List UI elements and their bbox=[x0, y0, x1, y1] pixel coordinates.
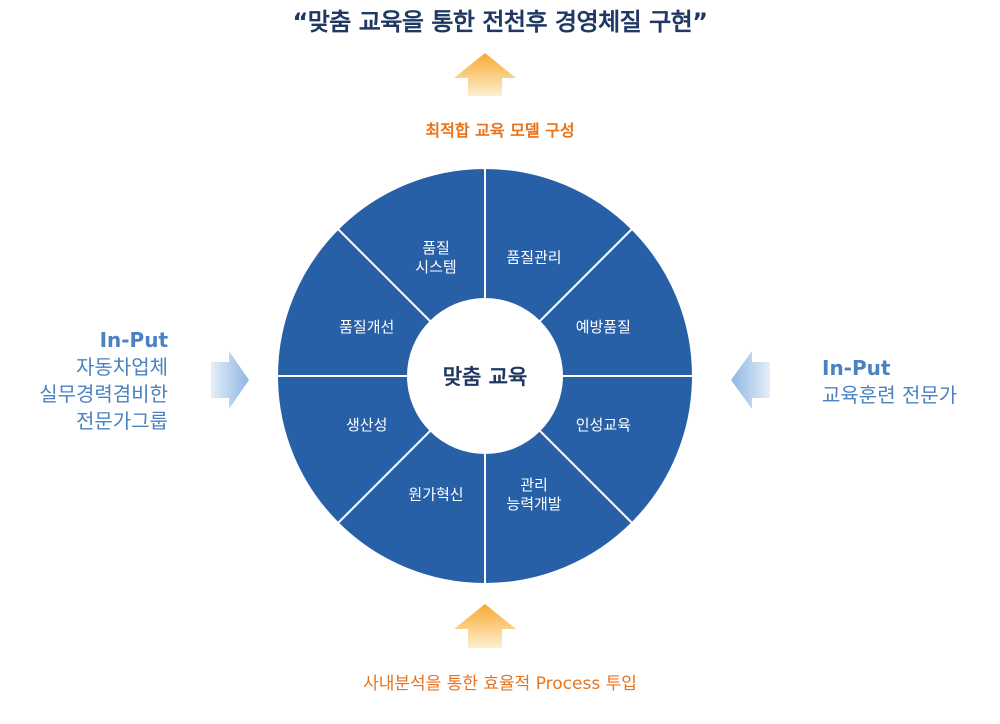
segment-label: 능력개발 bbox=[506, 495, 561, 513]
segment-label: 품질 bbox=[422, 239, 450, 257]
left-input-line: 자동차업체 bbox=[76, 355, 168, 379]
segment-label: 인성교육 bbox=[576, 416, 631, 434]
segment-label: 생산성 bbox=[346, 416, 387, 434]
right-input-label: In-Put 교육훈련 전문가 bbox=[822, 355, 957, 409]
output-label: 최적합 교육 모델 구성 bbox=[425, 121, 575, 140]
page-title: “맞춤 교육을 통한 전천후 경영체질 구현” bbox=[292, 8, 708, 36]
output-up-arrow bbox=[454, 53, 516, 96]
right-input-line: 교육훈련 전문가 bbox=[822, 383, 958, 407]
left-input-line: 실무경력겸비한 bbox=[39, 382, 168, 406]
left-input-arrow bbox=[211, 351, 249, 409]
left-input-line: 전문가그룹 bbox=[76, 409, 168, 433]
segment-label: 품질개선 bbox=[339, 318, 394, 336]
segment-label: 예방품질 bbox=[576, 318, 631, 336]
segment-label: 원가혁신 bbox=[408, 485, 463, 503]
center-label: 맞춤 교육 bbox=[443, 365, 528, 389]
left-input-head: In-Put bbox=[99, 328, 168, 352]
segment-label: 품질관리 bbox=[506, 249, 561, 267]
bottom-input-up-arrow bbox=[454, 604, 516, 648]
right-input-head: In-Put bbox=[822, 356, 891, 380]
left-input-label: In-Put 자동차업체 실무경력겸비한 전문가그룹 bbox=[39, 327, 168, 435]
segment-label: 시스템 bbox=[415, 258, 456, 276]
center-circle bbox=[407, 298, 563, 454]
right-input-arrow bbox=[731, 351, 770, 409]
bottom-input-label: 사내분석을 통한 효율적 Process 투입 bbox=[363, 674, 637, 694]
segment-label: 관리 bbox=[520, 476, 548, 494]
